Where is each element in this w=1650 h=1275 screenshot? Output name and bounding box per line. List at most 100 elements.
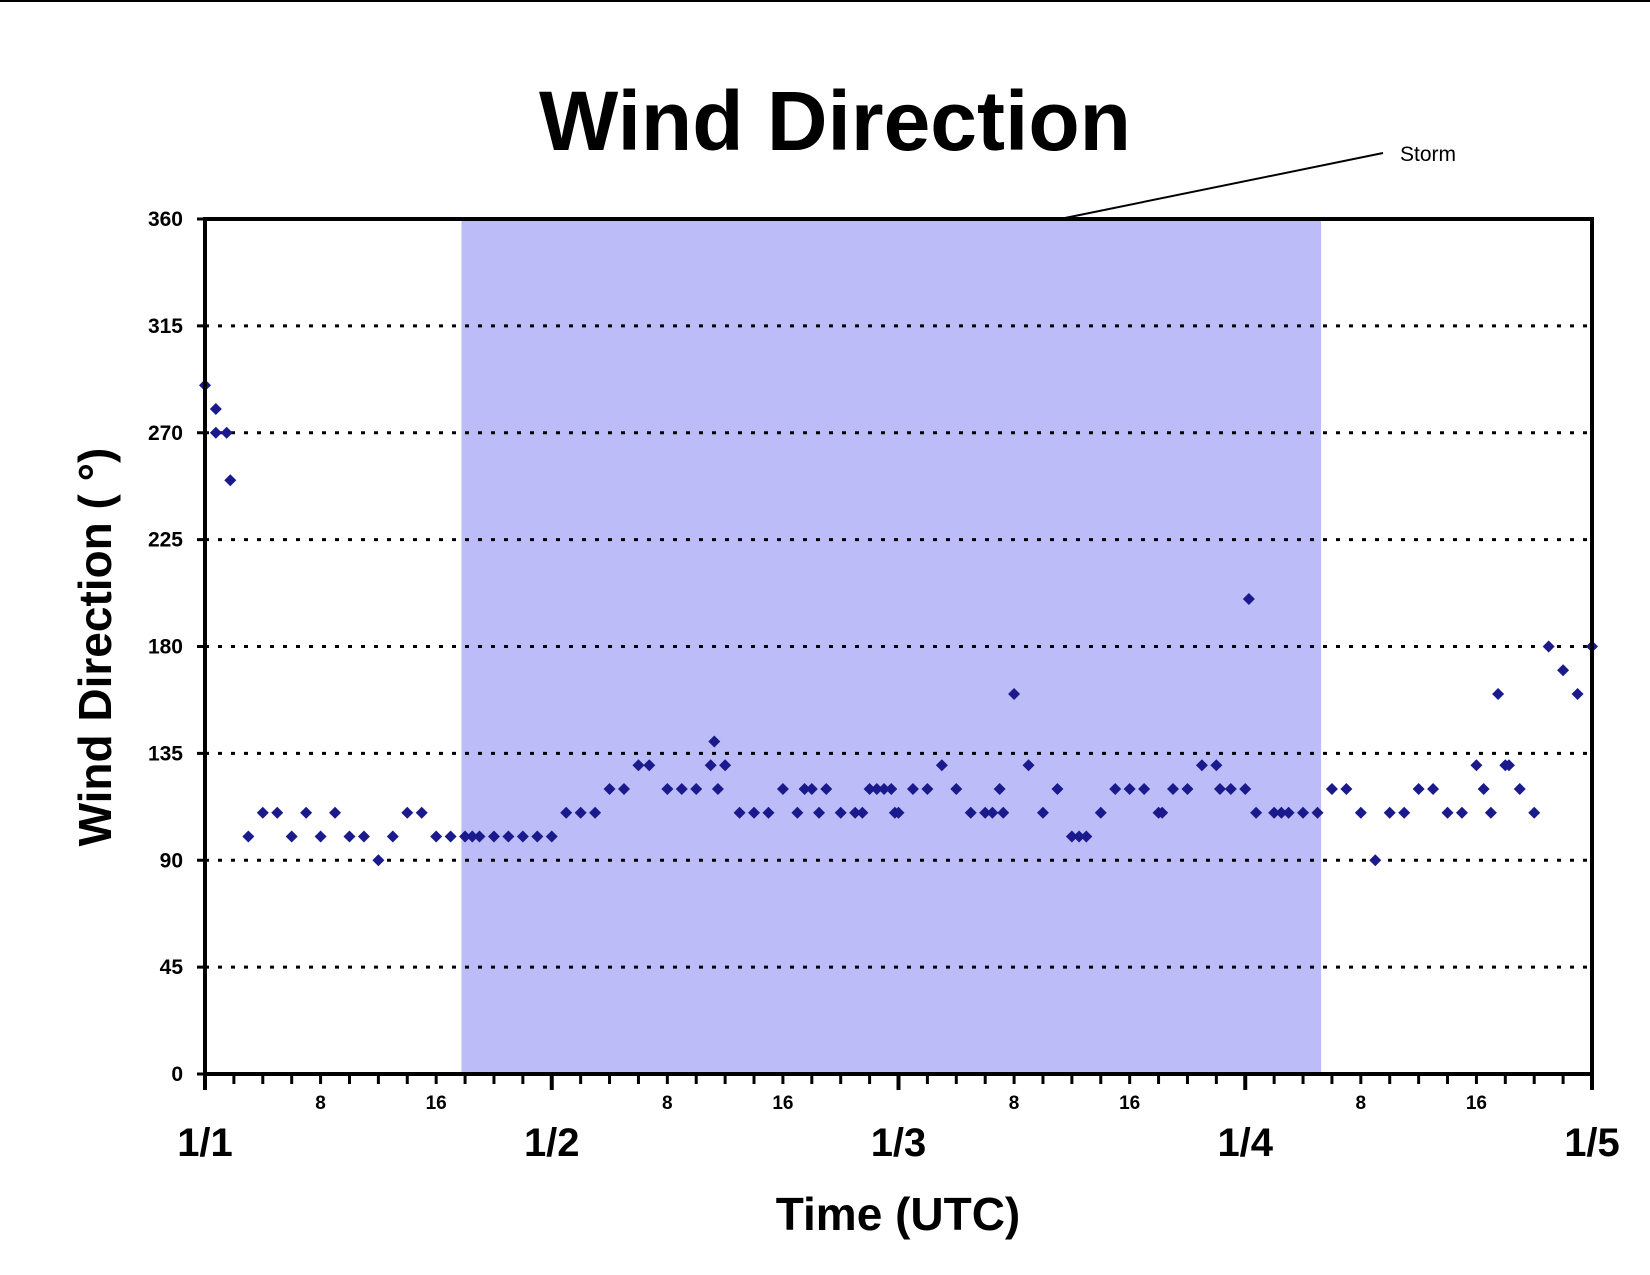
data-point bbox=[1268, 806, 1281, 819]
data-point bbox=[1427, 783, 1440, 795]
data-point bbox=[466, 830, 479, 843]
x-day-label: 1/3 bbox=[871, 1121, 927, 1165]
x-hour-label: 16 bbox=[426, 1093, 447, 1114]
data-point bbox=[386, 830, 399, 843]
data-point bbox=[1167, 783, 1180, 795]
data-point bbox=[372, 854, 385, 867]
data-point bbox=[1224, 783, 1237, 795]
storm-annotation-label: Storm bbox=[1400, 143, 1456, 166]
data-point bbox=[979, 806, 992, 819]
data-point bbox=[487, 830, 500, 843]
data-point bbox=[834, 806, 847, 819]
data-point bbox=[1455, 806, 1468, 819]
data-point bbox=[343, 830, 356, 843]
data-point bbox=[1195, 759, 1208, 772]
data-point bbox=[632, 759, 645, 772]
data-point bbox=[473, 830, 486, 843]
data-point bbox=[1297, 806, 1310, 819]
data-point bbox=[1412, 783, 1425, 795]
data-point bbox=[1311, 806, 1324, 819]
data-point bbox=[708, 735, 721, 748]
data-point bbox=[271, 806, 284, 819]
data-point bbox=[574, 806, 587, 819]
data-point bbox=[1571, 688, 1584, 700]
x-day-label: 1/4 bbox=[1217, 1121, 1273, 1165]
x-hour-label: 16 bbox=[1466, 1093, 1487, 1114]
data-point bbox=[1557, 664, 1570, 677]
data-point bbox=[1369, 854, 1382, 867]
data-point bbox=[357, 830, 370, 843]
data-point bbox=[1051, 783, 1064, 795]
data-point bbox=[1242, 593, 1255, 605]
data-points bbox=[199, 379, 1598, 867]
data-point bbox=[1239, 783, 1252, 795]
data-point bbox=[856, 806, 869, 819]
data-point bbox=[1250, 806, 1263, 819]
data-point bbox=[242, 830, 255, 843]
x-day-label: 1/1 bbox=[177, 1121, 233, 1165]
y-tick-label-270: 270 bbox=[148, 422, 183, 445]
data-point bbox=[878, 783, 891, 795]
data-point bbox=[748, 806, 761, 819]
data-point bbox=[1470, 759, 1483, 772]
data-point bbox=[849, 806, 862, 819]
data-point bbox=[300, 806, 313, 819]
data-point bbox=[1441, 806, 1454, 819]
data-point bbox=[1325, 783, 1338, 795]
x-day-label: 1/5 bbox=[1564, 1121, 1620, 1165]
data-point bbox=[560, 806, 573, 819]
data-point bbox=[863, 783, 876, 795]
data-point bbox=[444, 830, 457, 843]
y-axis: 0 45 90 135 180 225 270 315 360 bbox=[148, 208, 205, 1086]
data-point bbox=[1398, 806, 1411, 819]
data-point bbox=[603, 783, 616, 795]
data-point bbox=[459, 830, 472, 843]
data-point bbox=[1210, 759, 1223, 772]
data-point bbox=[589, 806, 602, 819]
data-point bbox=[1340, 783, 1353, 795]
data-point bbox=[1094, 806, 1107, 819]
data-point bbox=[1109, 783, 1122, 795]
data-point bbox=[1542, 640, 1555, 653]
data-point bbox=[892, 806, 905, 819]
x-axis-title: Time (UTC) bbox=[776, 1188, 1021, 1240]
data-point bbox=[986, 806, 999, 819]
data-point bbox=[798, 783, 811, 795]
data-point bbox=[813, 806, 826, 819]
x-hour-label: 8 bbox=[1009, 1093, 1020, 1114]
data-point bbox=[1008, 688, 1021, 700]
data-point bbox=[690, 783, 703, 795]
data-point bbox=[401, 806, 414, 819]
y-tick-label-180: 180 bbox=[148, 636, 183, 659]
data-point bbox=[1156, 806, 1169, 819]
y-tick-label-360: 360 bbox=[148, 208, 183, 231]
data-point bbox=[1065, 830, 1078, 843]
data-point bbox=[1123, 783, 1136, 795]
data-point bbox=[1213, 783, 1226, 795]
data-point bbox=[1138, 783, 1151, 795]
data-point bbox=[1492, 688, 1505, 700]
y-tick-label-135: 135 bbox=[148, 742, 183, 765]
data-point bbox=[762, 806, 775, 819]
data-point bbox=[1502, 759, 1515, 772]
data-point bbox=[1484, 806, 1497, 819]
data-point bbox=[993, 783, 1006, 795]
data-point bbox=[906, 783, 919, 795]
data-point bbox=[209, 403, 222, 415]
data-point bbox=[1080, 830, 1093, 843]
data-point bbox=[675, 783, 688, 795]
data-point bbox=[921, 783, 934, 795]
data-point bbox=[805, 783, 818, 795]
data-point bbox=[531, 830, 544, 843]
y-axis-title: Wind Direction ( °) bbox=[69, 448, 121, 847]
storm-shaded-region bbox=[461, 219, 1322, 1074]
data-point bbox=[256, 806, 269, 819]
data-point bbox=[1275, 806, 1288, 819]
data-point bbox=[791, 806, 804, 819]
data-point bbox=[502, 830, 515, 843]
data-point bbox=[997, 806, 1010, 819]
y-tick-label-45: 45 bbox=[160, 956, 184, 979]
data-point bbox=[430, 830, 443, 843]
chart-title: Wind Direction bbox=[539, 74, 1131, 168]
x-hour-label: 8 bbox=[1356, 1093, 1367, 1114]
